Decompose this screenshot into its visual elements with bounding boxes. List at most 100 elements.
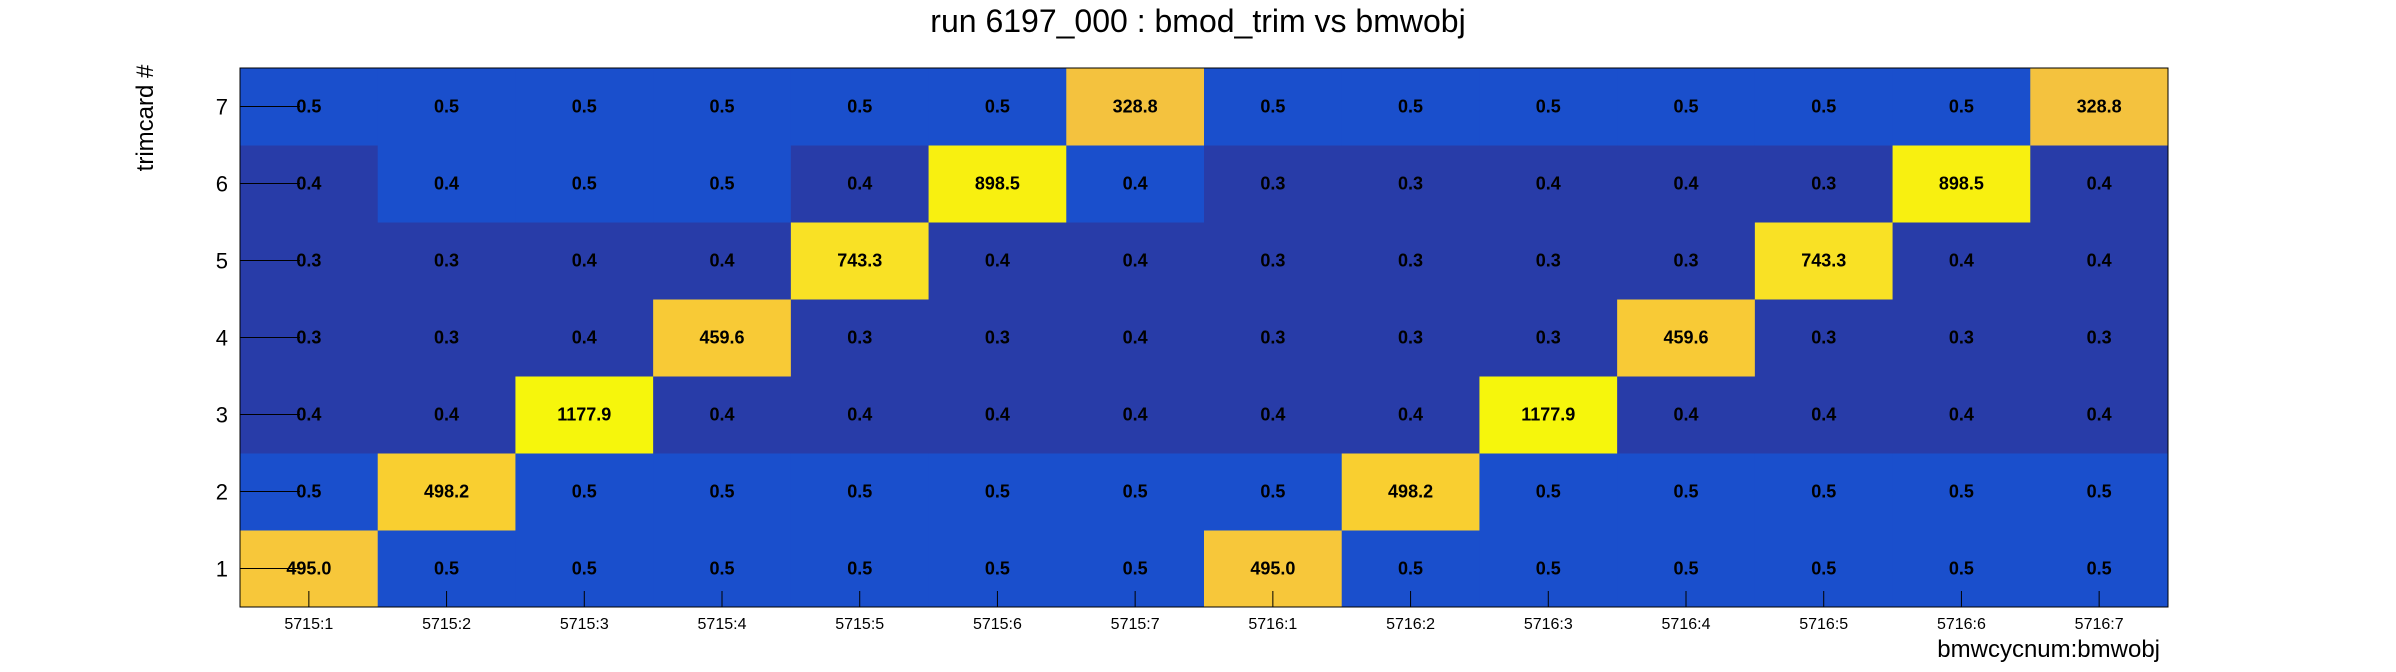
- heatmap-cell: [928, 68, 1067, 146]
- heatmap-cell: [653, 376, 792, 454]
- cell-value-label: 0.4: [1673, 174, 1698, 194]
- heatmap-cell: [1892, 299, 2031, 377]
- heatmap-cell: [1204, 222, 1343, 300]
- heatmap-cell: [790, 145, 930, 223]
- heatmap-cell: [1892, 145, 2031, 223]
- cell-value-label: 0.5: [1811, 482, 1836, 502]
- heatmap-cell: [1066, 299, 1205, 377]
- heatmap-cell: [653, 453, 792, 531]
- heatmap-cell: [1892, 376, 2031, 454]
- cell-value-label: 0.4: [434, 405, 459, 425]
- cell-value-label: 0.4: [985, 251, 1010, 271]
- cell-value-label: 0.4: [1673, 405, 1698, 425]
- chart-title: run 6197_000 : bmod_trim vs bmwobj: [930, 3, 1465, 39]
- cell-value-label: 0.4: [1949, 251, 1974, 271]
- cell-value-label: 0.4: [1123, 405, 1148, 425]
- heatmap-cell: [515, 376, 654, 454]
- heatmap-cell: [1204, 145, 1343, 223]
- cell-value-label: 0.4: [572, 328, 597, 348]
- cell-value-label: 0.3: [1398, 174, 1423, 194]
- cell-value-label: 0.5: [434, 97, 459, 117]
- heatmap-cell: [790, 68, 930, 146]
- cell-value-label: 0.4: [296, 174, 321, 194]
- cell-value-label: 0.3: [1536, 251, 1561, 271]
- heatmap-cell: [1617, 453, 1756, 531]
- cell-value-label: 0.5: [1398, 559, 1423, 579]
- heatmap-cell: [515, 68, 654, 146]
- cell-value-label: 0.3: [1398, 251, 1423, 271]
- heatmap-cell: [377, 376, 516, 454]
- heatmap-cell: [1341, 453, 1480, 531]
- heatmap-cell: [1204, 376, 1343, 454]
- heatmap-cell: [790, 453, 930, 531]
- cell-value-label: 0.4: [1949, 405, 1974, 425]
- heatmap-cell: [2030, 299, 2169, 377]
- cell-value-label: 0.5: [1949, 559, 1974, 579]
- cell-value-label: 0.5: [847, 482, 872, 502]
- cell-value-label: 0.3: [1260, 251, 1285, 271]
- heatmap-cell: [1479, 145, 1618, 223]
- heatmap-cell: [377, 145, 516, 223]
- cell-value-label: 0.5: [847, 97, 872, 117]
- cell-value-label: 0.3: [296, 328, 321, 348]
- cell-value-label: 0.4: [2087, 405, 2112, 425]
- cell-value-label: 0.5: [1536, 482, 1561, 502]
- heatmap-cell: [2030, 453, 2169, 531]
- heatmap-cell: [1204, 453, 1343, 531]
- cell-value-label: 0.3: [985, 328, 1010, 348]
- cell-value-label: 0.3: [1260, 174, 1285, 194]
- heatmap-cell: [1066, 68, 1205, 146]
- heatmap-cell: [1754, 68, 1894, 146]
- x-tick-label: 5715:4: [698, 616, 747, 633]
- cell-value-label: 0.5: [1398, 97, 1423, 117]
- y-tick-label: 6: [216, 172, 228, 197]
- heatmap-cell: [1617, 222, 1756, 300]
- x-tick-label: 5715:1: [284, 616, 333, 633]
- cell-value-label: 0.3: [1811, 174, 1836, 194]
- heatmap-cell: [2030, 222, 2169, 300]
- cell-value-label: 0.5: [572, 482, 597, 502]
- heatmap-cell: [653, 222, 792, 300]
- heatmap-cell: [1479, 68, 1618, 146]
- cell-value-label: 0.5: [709, 482, 734, 502]
- cell-value-label: 0.4: [1811, 405, 1836, 425]
- cell-value-label: 0.5: [1949, 97, 1974, 117]
- cell-value-label: 0.5: [1673, 97, 1698, 117]
- cell-value-label: 459.6: [1663, 328, 1708, 348]
- heatmap-cell: [2030, 376, 2169, 454]
- heatmap-cell: [1204, 299, 1343, 377]
- heatmap-cell: [1341, 376, 1480, 454]
- x-axis: 5715:1 5715:2 5715:3 5715:4 5715:5 5715:6 5715…: [284, 591, 2124, 633]
- cell-value-label: 0.5: [1536, 559, 1561, 579]
- heatmap-cell: [1204, 68, 1343, 146]
- heatmap-cell: [1892, 222, 2031, 300]
- cell-value-label: 0.4: [572, 251, 597, 271]
- heatmap-cell: [928, 145, 1067, 223]
- heatmap-cell: [1066, 376, 1205, 454]
- heatmap-cell: [1617, 68, 1756, 146]
- cell-value-label: 0.5: [709, 97, 734, 117]
- cell-value-label: 0.5: [1949, 482, 1974, 502]
- x-tick-label: 5715:6: [973, 616, 1022, 633]
- heatmap-cell: [1617, 299, 1756, 377]
- heatmap-cell: [1479, 299, 1618, 377]
- cell-value-label: 0.4: [2087, 174, 2112, 194]
- heatmap-cell: [1754, 299, 1894, 377]
- cell-value-label: 898.5: [975, 174, 1020, 194]
- cell-value-label: 459.6: [699, 328, 744, 348]
- heatmap-cell: [515, 145, 654, 223]
- cell-value-label: 0.5: [296, 97, 321, 117]
- heatmap-cell: [515, 222, 654, 300]
- heatmap-cell: [653, 68, 792, 146]
- heatmap-cell: [928, 222, 1067, 300]
- cell-value-label: 0.5: [985, 482, 1010, 502]
- y-tick-label: 3: [216, 403, 228, 428]
- cell-value-label: 0.4: [1398, 405, 1423, 425]
- cell-value-label: 0.5: [1673, 559, 1698, 579]
- cell-value-label: 0.5: [709, 559, 734, 579]
- cell-value-label: 0.4: [985, 405, 1010, 425]
- x-axis-title: bmwcycnum:bmwobj: [1937, 636, 2160, 663]
- cell-value-label: 498.2: [1388, 482, 1433, 502]
- cell-value-label: 0.5: [572, 559, 597, 579]
